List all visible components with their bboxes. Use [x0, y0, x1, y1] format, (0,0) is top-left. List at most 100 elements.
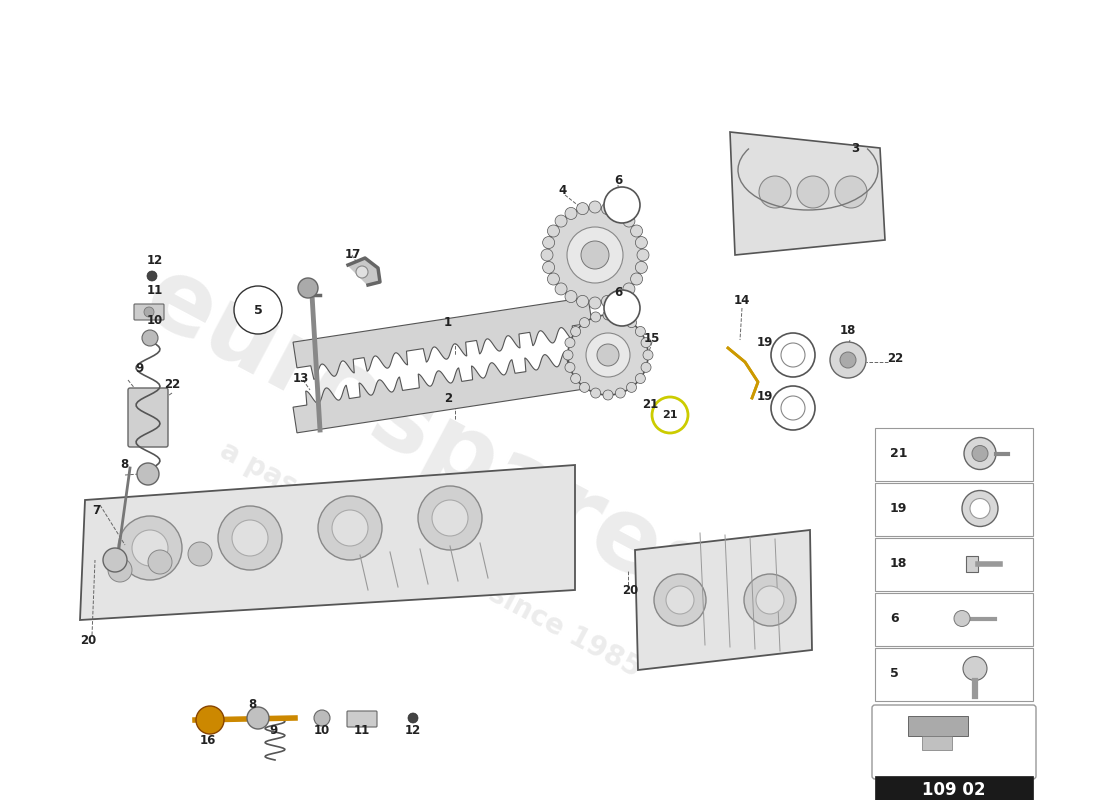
Circle shape [972, 446, 988, 462]
Circle shape [623, 215, 635, 227]
Text: 10: 10 [147, 314, 163, 326]
Text: 21: 21 [662, 410, 678, 420]
Circle shape [581, 241, 609, 269]
Circle shape [234, 286, 282, 334]
Text: 22: 22 [164, 378, 180, 390]
FancyBboxPatch shape [874, 428, 1033, 481]
Circle shape [641, 362, 651, 372]
Circle shape [542, 237, 554, 249]
Text: 19: 19 [890, 502, 908, 515]
FancyBboxPatch shape [134, 304, 164, 320]
Text: 5: 5 [254, 303, 263, 317]
Text: 6: 6 [890, 612, 899, 625]
FancyBboxPatch shape [874, 483, 1033, 536]
Text: 22: 22 [887, 351, 903, 365]
Polygon shape [293, 297, 592, 379]
Circle shape [418, 486, 482, 550]
Circle shape [571, 374, 581, 383]
Circle shape [756, 586, 784, 614]
Text: 21: 21 [642, 398, 658, 411]
Polygon shape [293, 351, 592, 433]
FancyBboxPatch shape [128, 388, 168, 447]
Circle shape [556, 283, 568, 295]
Polygon shape [635, 530, 812, 670]
Circle shape [568, 315, 648, 395]
Circle shape [615, 312, 626, 322]
Circle shape [563, 350, 573, 360]
Circle shape [613, 207, 625, 219]
Circle shape [576, 202, 588, 214]
FancyBboxPatch shape [874, 593, 1033, 646]
FancyBboxPatch shape [874, 648, 1033, 701]
Circle shape [962, 490, 998, 526]
Text: 8: 8 [248, 698, 256, 711]
Circle shape [218, 506, 282, 570]
Circle shape [332, 510, 368, 546]
Circle shape [623, 283, 635, 295]
Text: 18: 18 [839, 323, 856, 337]
Text: 19: 19 [757, 390, 773, 403]
Text: 14: 14 [734, 294, 750, 306]
Text: 11: 11 [147, 283, 163, 297]
Circle shape [835, 176, 867, 208]
Circle shape [144, 307, 154, 317]
Circle shape [744, 574, 796, 626]
Circle shape [604, 290, 640, 326]
Text: 20: 20 [80, 634, 96, 646]
Circle shape [771, 386, 815, 430]
Circle shape [556, 215, 568, 227]
Circle shape [627, 318, 637, 328]
Text: 10: 10 [314, 723, 330, 737]
Circle shape [798, 176, 829, 208]
Circle shape [565, 362, 575, 372]
Circle shape [196, 706, 224, 734]
Circle shape [571, 326, 581, 337]
Circle shape [547, 207, 644, 303]
FancyBboxPatch shape [872, 705, 1036, 779]
Circle shape [148, 550, 172, 574]
Text: 8: 8 [120, 458, 128, 471]
Text: 9: 9 [136, 362, 144, 374]
Circle shape [588, 297, 601, 309]
Text: 12: 12 [405, 723, 421, 737]
Circle shape [356, 266, 369, 278]
Circle shape [964, 438, 996, 470]
Circle shape [759, 176, 791, 208]
Text: 20: 20 [621, 583, 638, 597]
Circle shape [636, 374, 646, 383]
Circle shape [188, 542, 212, 566]
Circle shape [580, 318, 590, 328]
Circle shape [132, 530, 168, 566]
Circle shape [830, 342, 866, 378]
Circle shape [970, 498, 990, 518]
Text: 13: 13 [293, 371, 309, 385]
Circle shape [604, 187, 640, 223]
Circle shape [548, 225, 560, 237]
Text: 15: 15 [644, 331, 660, 345]
Circle shape [627, 382, 637, 392]
Circle shape [654, 574, 706, 626]
Circle shape [637, 249, 649, 261]
Circle shape [548, 273, 560, 285]
Circle shape [542, 262, 554, 274]
Text: 11: 11 [354, 723, 370, 737]
Circle shape [652, 397, 688, 433]
Text: 9: 9 [268, 723, 277, 737]
Circle shape [636, 262, 648, 274]
Circle shape [644, 350, 653, 360]
Circle shape [591, 312, 601, 322]
Circle shape [580, 382, 590, 392]
Text: 18: 18 [890, 557, 908, 570]
FancyBboxPatch shape [966, 555, 978, 571]
Circle shape [565, 207, 578, 219]
Text: eurospares: eurospares [129, 249, 732, 631]
Circle shape [432, 500, 468, 536]
Text: 5: 5 [890, 667, 899, 680]
Circle shape [613, 290, 625, 302]
FancyBboxPatch shape [874, 538, 1033, 591]
Circle shape [103, 548, 127, 572]
FancyBboxPatch shape [922, 736, 952, 750]
Text: 3: 3 [851, 142, 859, 154]
Circle shape [565, 290, 578, 302]
Text: 6: 6 [614, 174, 623, 186]
